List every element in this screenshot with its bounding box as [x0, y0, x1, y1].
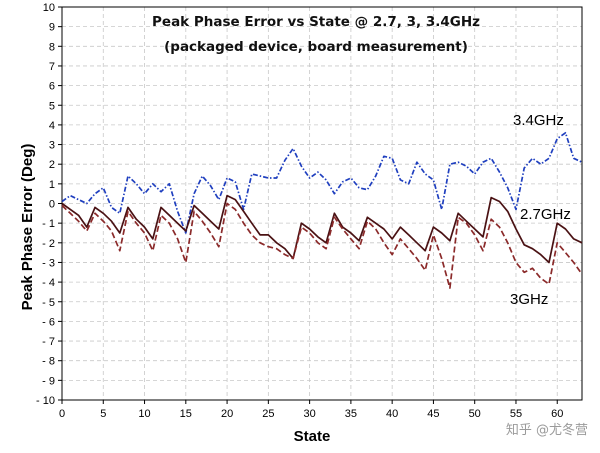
x-tick-label: 15 — [180, 408, 192, 420]
series-label-3.4ghz: 3.4GHz — [513, 112, 564, 129]
y-tick-label: 10 — [43, 2, 55, 14]
y-tick-label: 5 — [49, 100, 55, 112]
x-tick-label: 60 — [551, 408, 563, 420]
y-tick-label: 9 — [49, 22, 55, 34]
x-tick-label: 10 — [138, 408, 150, 420]
y-tick-label: - 8 — [42, 356, 55, 368]
chart-subtitle: (packaged device, board measurement) — [164, 39, 468, 55]
y-tick-label: - 5 — [42, 297, 55, 309]
series-label-2.7ghz: 2.7GHz — [520, 206, 571, 223]
y-tick-label: - 1 — [42, 218, 55, 230]
x-tick-label: 55 — [510, 408, 522, 420]
y-tick-label: - 10 — [36, 395, 55, 407]
y-tick-label: - 7 — [42, 336, 55, 348]
y-tick-label: - 2 — [42, 238, 55, 250]
y-tick-label: 6 — [49, 81, 55, 93]
x-tick-label: 35 — [345, 408, 357, 420]
y-axis-label: Peak Phase Error (Deg) — [19, 144, 36, 311]
x-tick-label: 5 — [100, 408, 106, 420]
series-label-3ghz: 3GHz — [510, 291, 548, 308]
x-tick-label: 40 — [386, 408, 398, 420]
x-tick-label: 50 — [469, 408, 481, 420]
phase-error-chart: 109876543210- 1- 2- 3- 4- 5- 6- 7- 8- 9-… — [0, 0, 600, 453]
grid — [62, 7, 582, 400]
y-tick-label: 2 — [49, 159, 55, 171]
x-tick-label: 25 — [262, 408, 274, 420]
x-tick-label: 30 — [303, 408, 315, 420]
y-tick-label: 8 — [49, 41, 55, 53]
watermark: 知乎 @尤冬营 — [506, 422, 588, 438]
y-tick-label: 4 — [49, 120, 55, 132]
y-tick-label: 7 — [49, 61, 55, 73]
y-tick-label: - 6 — [42, 316, 55, 328]
y-tick-label: 3 — [49, 140, 55, 152]
y-tick-label: - 9 — [42, 375, 55, 387]
y-tick-label: 0 — [49, 199, 55, 211]
x-tick-label: 20 — [221, 408, 233, 420]
x-tick-label: 45 — [427, 408, 439, 420]
y-tick-label: - 4 — [42, 277, 55, 289]
chart-title: Peak Phase Error vs State @ 2.7, 3, 3.4G… — [152, 14, 480, 30]
x-tick-label: 0 — [59, 408, 65, 420]
y-tick-label: 1 — [49, 179, 55, 191]
y-tick-label: - 3 — [42, 257, 55, 269]
x-axis-label: State — [294, 428, 331, 445]
